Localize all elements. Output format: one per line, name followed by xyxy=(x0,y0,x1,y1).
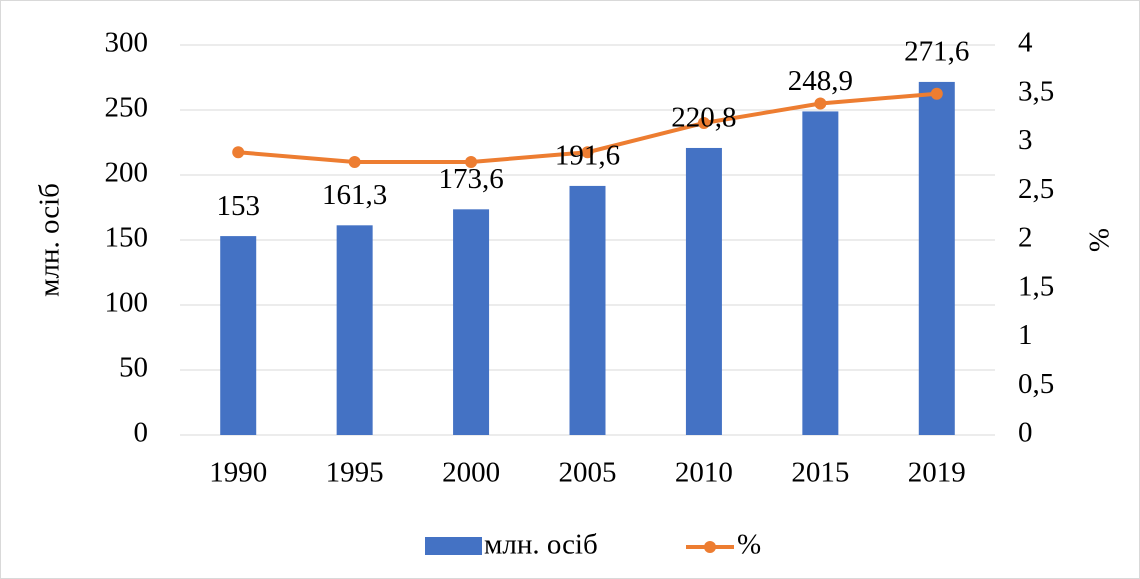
y2-tick-label: 3 xyxy=(1018,124,1033,156)
x-tick-label: 2019 xyxy=(908,457,966,489)
legend-label: млн. осіб xyxy=(484,529,598,561)
data-label: 220,8 xyxy=(671,102,736,134)
y2-tick-label: 2 xyxy=(1018,222,1033,254)
y2-tick-label: 4 xyxy=(1018,27,1033,59)
y2-tick-label: 1 xyxy=(1018,319,1033,351)
x-tick-label: 2010 xyxy=(675,457,733,489)
y2-axis-label: % xyxy=(1084,228,1116,252)
y-tick-label: 150 xyxy=(105,222,149,254)
legend-swatch xyxy=(425,537,482,555)
x-tick-label: 1995 xyxy=(326,457,384,489)
x-tick-label: 2005 xyxy=(559,457,617,489)
y-axis-label: млн. осіб xyxy=(34,183,66,297)
y-tick-label: 250 xyxy=(105,92,149,124)
y2-tick-label: 0 xyxy=(1018,417,1033,449)
line-marker xyxy=(465,156,478,168)
x-tick-label: 2000 xyxy=(442,457,500,489)
line-marker xyxy=(581,146,594,159)
data-label: 191,6 xyxy=(555,140,620,172)
x-tick-label: 2015 xyxy=(791,457,849,489)
x-tick-label: 1990 xyxy=(209,457,267,489)
line-marker xyxy=(697,117,710,129)
y2-tick-label: 2,5 xyxy=(1018,173,1054,205)
y-tick-label: 100 xyxy=(105,287,149,319)
bar xyxy=(918,81,955,436)
bar xyxy=(453,209,490,435)
y2-tick-label: 3,5 xyxy=(1018,75,1054,107)
y-tick-label: 200 xyxy=(105,157,149,189)
y-tick-label: 0 xyxy=(134,417,149,449)
data-label: 153 xyxy=(216,190,260,222)
bar xyxy=(569,185,606,435)
data-label: 271,6 xyxy=(904,36,969,68)
y2-tick-label: 0,5 xyxy=(1018,368,1054,400)
line-marker xyxy=(348,156,361,168)
y2-tick-label: 1,5 xyxy=(1018,270,1054,302)
y-tick-label: 50 xyxy=(119,352,148,384)
data-label: 248,9 xyxy=(788,65,853,97)
line-marker xyxy=(930,87,943,100)
data-label: 173,6 xyxy=(438,163,503,195)
legend-label: % xyxy=(737,529,761,561)
bar xyxy=(685,147,722,435)
data-label: 161,3 xyxy=(322,179,387,211)
y-tick-label: 300 xyxy=(105,27,149,59)
bar xyxy=(220,236,257,435)
bar xyxy=(802,111,839,436)
line-marker xyxy=(814,97,827,110)
line-marker xyxy=(232,146,245,159)
bar xyxy=(336,225,373,435)
legend-swatch xyxy=(704,541,716,553)
